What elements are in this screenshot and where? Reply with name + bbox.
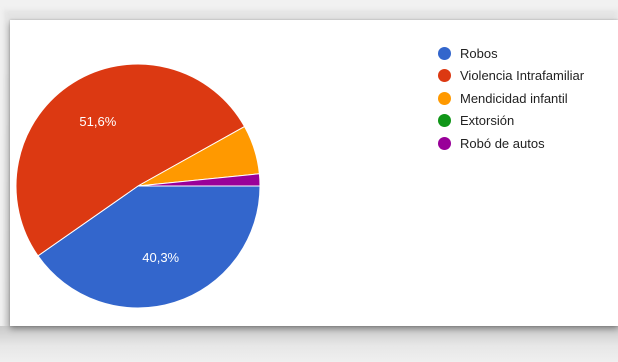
legend-item-robo-de-autos[interactable]: Robó de autos bbox=[438, 132, 584, 155]
data-label-violencia-intrafamiliar: 51,6% bbox=[79, 114, 116, 129]
legend-item-mendicidad-infantil[interactable]: Mendicidad infantil bbox=[438, 87, 584, 110]
legend-swatch-robo-de-autos bbox=[438, 136, 451, 150]
legend-swatch-extorsion bbox=[438, 114, 451, 128]
data-label-robos: 40,3% bbox=[142, 250, 179, 265]
legend-swatch-violencia-intrafamiliar bbox=[438, 69, 451, 83]
pie-slice-robo-de-autos[interactable] bbox=[137, 173, 261, 187]
bottom-gradient-strip bbox=[0, 326, 618, 362]
legend-item-violencia-intrafamiliar[interactable]: Violencia Intrafamiliar bbox=[438, 65, 584, 88]
pie-chart: 40,3% 51,6% bbox=[15, 63, 261, 309]
pie-slice-violencia-intrafamiliar[interactable] bbox=[15, 63, 246, 257]
pie-slice-robos[interactable] bbox=[37, 185, 261, 309]
legend-label-mendicidad-infantil: Mendicidad infantil bbox=[460, 90, 568, 106]
legend-label-robo-de-autos: Robó de autos bbox=[460, 135, 545, 151]
legend-swatch-robos bbox=[438, 46, 451, 60]
legend-label-violencia-intrafamiliar: Violencia Intrafamiliar bbox=[460, 68, 585, 84]
chart-card: 40,3% 51,6% Robos Violencia Intrafamiliar… bbox=[10, 20, 618, 326]
legend-label-extorsion: Extorsión bbox=[460, 113, 515, 129]
legend-label-robos: Robos bbox=[460, 45, 498, 61]
legend-item-extorsion[interactable]: Extorsión bbox=[438, 110, 584, 133]
chart-legend: Robos Violencia Intrafamiliar Mendicidad… bbox=[438, 42, 584, 155]
legend-item-robos[interactable]: Robos bbox=[438, 42, 584, 65]
legend-swatch-mendicidad-infantil bbox=[438, 91, 451, 105]
